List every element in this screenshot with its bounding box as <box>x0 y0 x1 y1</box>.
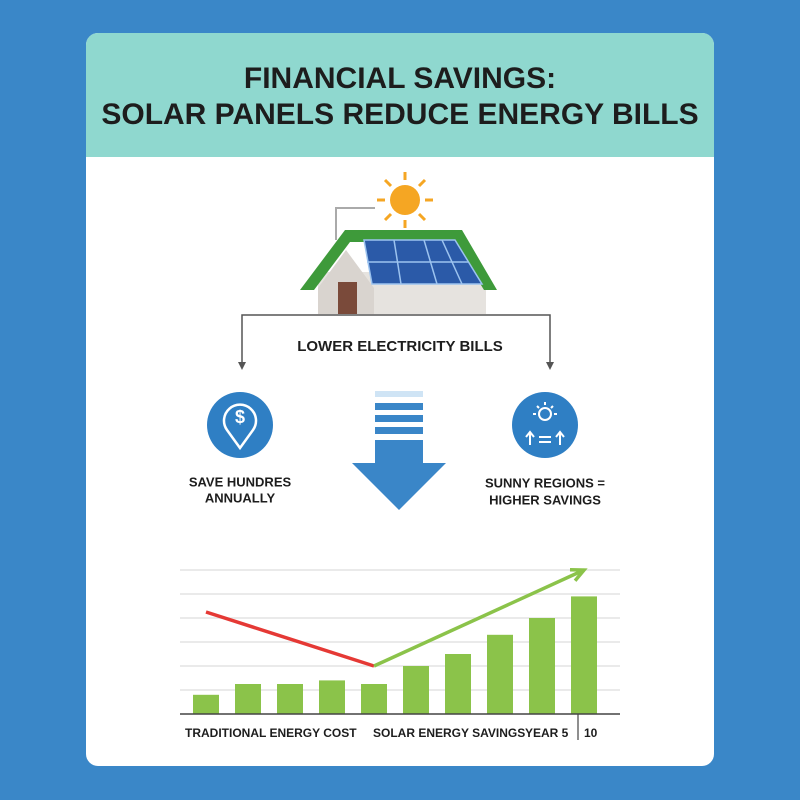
bar <box>277 684 303 714</box>
pin <box>222 403 258 451</box>
right-label: HIGHER SAVINGS <box>489 492 601 507</box>
bracket <box>241 314 551 365</box>
panel-grid <box>367 239 468 285</box>
title-line: FINANCIAL SAVINGS: <box>244 62 556 95</box>
icon-text: $ <box>235 407 245 427</box>
left-label: ANNUALLY <box>205 490 276 505</box>
door <box>338 282 357 314</box>
arrow-head <box>569 567 588 582</box>
trend-line <box>205 610 375 668</box>
bar <box>529 618 555 714</box>
right-label: SUNNY REGIONS = <box>485 475 605 490</box>
left-icon <box>207 392 273 458</box>
sun-rays <box>377 172 433 228</box>
x-label: SOLAR ENERGY SAVINGS <box>373 726 525 740</box>
house-illustration <box>300 172 497 314</box>
arrow-head <box>238 362 246 370</box>
sun <box>390 185 420 215</box>
bar <box>487 634 513 714</box>
trend-line <box>373 568 585 668</box>
right-icon <box>512 392 578 458</box>
x-label: YEAR 5 <box>525 726 569 740</box>
bar <box>235 684 261 714</box>
chart: TRADITIONAL ENERGY COST SOLAR ENERGY SAVI… <box>180 567 620 740</box>
center-label: LOWER ELECTRICITY BILLS <box>297 338 503 355</box>
bar <box>319 680 345 714</box>
header-band <box>86 33 714 157</box>
x-label: TRADITIONAL ENERGY COST <box>185 726 357 740</box>
bar <box>193 694 219 714</box>
cable <box>335 207 375 240</box>
bar <box>571 596 597 714</box>
down-arrow <box>352 391 446 510</box>
bar <box>403 666 429 714</box>
title-line: SOLAR PANELS REDUCE ENERGY BILLS <box>101 98 698 131</box>
arrow-head <box>546 362 554 370</box>
bar <box>361 684 387 714</box>
x-label: 10 <box>584 726 598 740</box>
bar <box>445 654 471 714</box>
left-label: SAVE HUNDRES <box>189 474 292 489</box>
sun-arrows-icon <box>525 402 565 445</box>
